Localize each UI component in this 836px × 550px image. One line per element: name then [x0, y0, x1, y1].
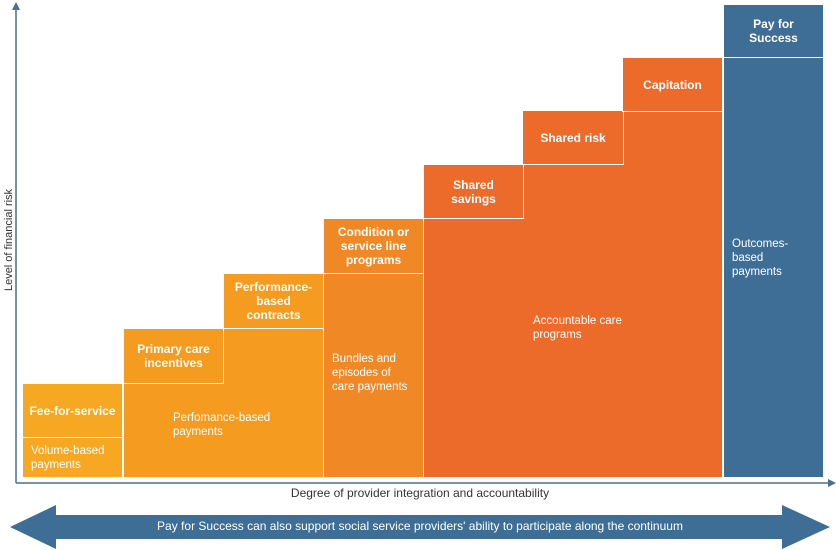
step: Shared risk	[522, 110, 624, 165]
continuum-arrow	[10, 505, 830, 549]
step: Pay for Success	[723, 4, 824, 58]
payment-label: Volume-based payments	[22, 437, 123, 478]
step: Fee-for-service	[22, 383, 123, 438]
arrow-text: Pay for Success can also support social …	[157, 519, 683, 533]
step: Capitation	[622, 57, 723, 112]
step: Shared savings	[423, 164, 524, 219]
payment-label: Perfomance-based payments	[173, 412, 271, 438]
region	[622, 111, 723, 478]
payment-label: Bundles and episodes of care payments	[323, 273, 424, 478]
region	[423, 218, 524, 478]
x-arrow	[828, 479, 836, 487]
y-arrow	[12, 2, 20, 10]
region	[522, 164, 624, 478]
x-axis-label: Degree of provider integration and accou…	[291, 486, 549, 500]
step: Performance-based contracts	[223, 273, 324, 329]
payment-label: Outcomes-based payments	[723, 57, 824, 478]
region	[223, 328, 324, 478]
payment-label: Accountable care programs	[533, 315, 622, 341]
step: Primary care incentives	[123, 328, 224, 384]
y-axis-label: Level of financial risk	[3, 188, 15, 291]
step: Condition or service line programs	[323, 218, 424, 274]
